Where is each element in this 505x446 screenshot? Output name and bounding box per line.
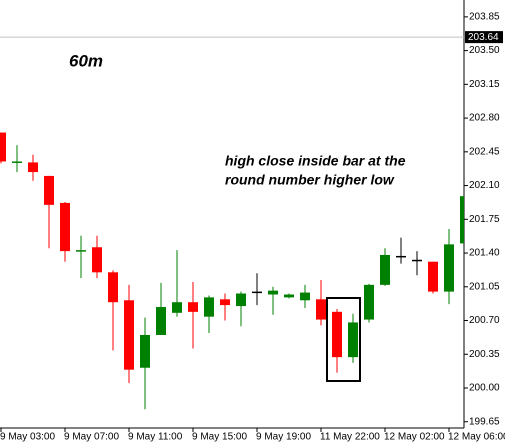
x-tick-label: 9 May 11:00 xyxy=(128,432,183,443)
current-price-box xyxy=(465,31,503,44)
annotation: high close inside bar at the xyxy=(225,153,406,169)
timeframe-label: 60m xyxy=(69,51,103,70)
candle-body xyxy=(124,300,134,370)
y-tick-label: 202.10 xyxy=(469,180,500,191)
x-tick-label: 9 May 07:00 xyxy=(64,432,119,443)
candle-body xyxy=(348,322,358,358)
candle-body xyxy=(332,311,342,358)
candle-body xyxy=(0,132,6,162)
candle-body xyxy=(108,272,118,303)
y-tick-label: 200.35 xyxy=(469,349,500,360)
x-tick-label: 11 May 22:00 xyxy=(320,432,380,443)
candle-body xyxy=(236,293,246,307)
candle-body xyxy=(204,297,214,317)
candle-body xyxy=(156,307,166,335)
candle-body xyxy=(172,302,182,313)
candle-body xyxy=(220,299,230,306)
y-tick-label: 203.15 xyxy=(469,79,500,90)
x-tick-label: 12 May 06:00 xyxy=(448,432,505,443)
candle-body xyxy=(428,261,438,292)
candle-body xyxy=(284,294,294,298)
candle-body xyxy=(188,302,198,312)
candle-body xyxy=(300,292,310,301)
candle-body xyxy=(28,162,38,173)
candle-body xyxy=(316,299,326,320)
plot-area xyxy=(0,132,464,410)
candle-body xyxy=(44,175,54,205)
y-tick-label: 200.00 xyxy=(469,383,500,394)
x-tick-label: 12 May 02:00 xyxy=(384,432,445,443)
highlight-box xyxy=(326,297,361,382)
y-tick-label: 201.05 xyxy=(469,281,500,292)
candle-body xyxy=(76,250,86,252)
x-tick-label: 9 May 19:00 xyxy=(256,432,311,443)
candle-body xyxy=(380,254,390,285)
candle-body xyxy=(460,196,464,244)
candle-body xyxy=(252,291,262,294)
x-tick-label: 9 May 03:00 xyxy=(0,432,55,443)
y-tick-label: 199.65 xyxy=(469,416,500,427)
y-tick-label: 203.85 xyxy=(469,12,500,23)
y-tick-label: 202.45 xyxy=(469,146,500,157)
x-tick-label: 9 May 15:00 xyxy=(192,432,247,443)
y-tick-label: 201.40 xyxy=(469,248,500,259)
candle-body xyxy=(364,284,374,320)
y-tick-label: 203.50 xyxy=(469,45,500,56)
annotation: round number higher low xyxy=(225,172,395,188)
candle-body xyxy=(140,334,150,368)
y-tick-label: 202.80 xyxy=(469,113,500,124)
current-price-label: 203.64 xyxy=(468,32,499,43)
y-tick-label: 200.70 xyxy=(469,315,500,326)
candle-body xyxy=(12,161,22,163)
candle-body xyxy=(396,255,406,258)
candle-body xyxy=(60,202,70,252)
candle-body xyxy=(92,247,102,273)
candle-body xyxy=(444,244,454,292)
candle-body xyxy=(268,290,278,295)
y-tick-label: 201.75 xyxy=(469,214,500,225)
candle-body xyxy=(412,259,422,262)
